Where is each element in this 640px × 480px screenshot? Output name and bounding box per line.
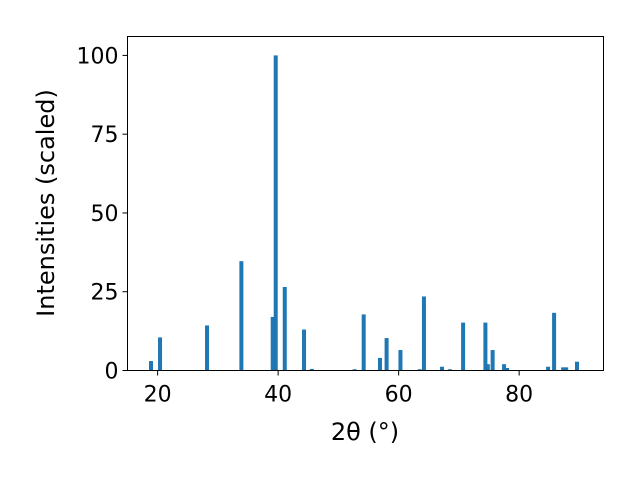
bar [461,322,466,371]
y-tick-label: 25 [91,281,119,306]
bar [158,337,163,371]
bar [490,350,495,371]
bar [485,364,490,371]
bar [270,316,275,371]
y-axis-label: Intensities (scaled) [32,89,60,317]
bar [273,55,278,371]
bar [447,369,452,371]
bar [564,367,569,371]
bar [398,350,403,371]
y-axis-ticks: 0 25 50 75 100 [77,44,128,385]
y-tick-label: 0 [105,360,119,385]
bars [149,55,579,371]
bar [505,367,510,371]
bar [239,261,244,371]
bar [483,322,488,371]
bar [384,338,389,371]
bar [421,296,426,371]
y-tick-label: 100 [77,44,119,69]
bar [205,325,210,371]
x-tick-label: 20 [144,383,172,408]
bar [552,312,557,371]
x-axis-ticks: 20 40 60 80 [144,370,533,408]
bar [502,364,507,371]
x-tick-label: 60 [385,383,413,408]
y-tick-label: 50 [91,202,119,227]
bar [561,367,566,371]
x-axis-label: 2θ (°) [331,418,399,446]
bar [546,366,551,371]
plot-frame [127,36,604,371]
x-tick-label: 80 [505,383,533,408]
bar [302,329,307,371]
bar [309,368,314,371]
y-tick-label: 75 [91,123,119,148]
bar [361,314,366,371]
bar [417,369,422,371]
bar [440,366,445,371]
bar [282,287,287,371]
bar [149,361,153,371]
bar [352,369,357,371]
x-tick-label: 40 [264,383,292,408]
bar [377,357,382,371]
bar [574,361,579,371]
